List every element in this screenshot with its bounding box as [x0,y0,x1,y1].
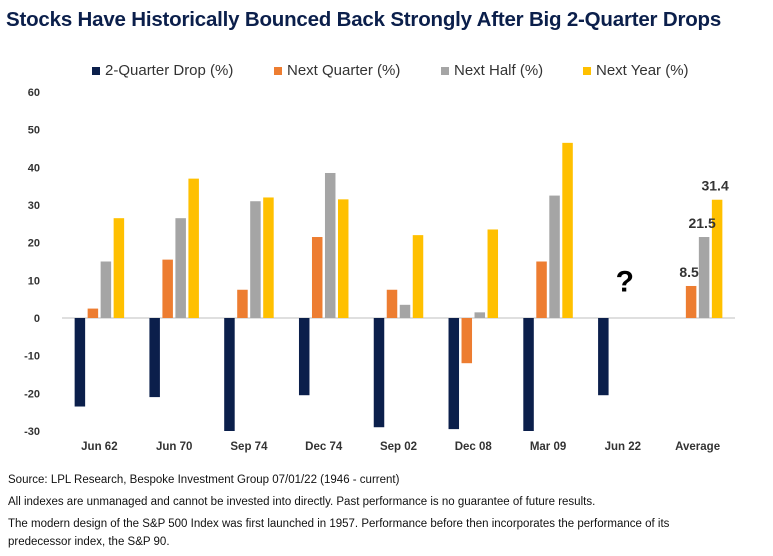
bar-next-quarter-jun-62 [87,308,99,318]
x-tick-label: Jun 22 [605,441,641,453]
y-tick-label: 10 [28,275,40,287]
legend-item-next-quarter: Next Quarter (%) [274,62,400,79]
bar-next-quarter-mar-09 [536,261,547,318]
chart-legend: 2-Quarter Drop (%) Next Quarter (%) Next… [0,62,773,84]
legend-swatch-next-quarter [274,66,282,75]
legend-label-next-year: Next Year (%) [596,62,689,79]
chart-title: Stocks Have Historically Bounced Back St… [6,8,722,31]
bar-next-half-dec-08 [474,312,486,318]
legend-swatch-next-year [583,66,591,75]
bar-next-half-mar-09 [549,195,560,318]
y-tick-label: 0 [34,313,40,325]
bar-2-quarter-drop-sep-02 [373,318,385,428]
x-tick-label: Dec 74 [305,441,343,453]
bar-next-half-sep-02 [399,304,411,318]
legend-label-next-half: Next Half (%) [454,62,544,79]
y-tick-label: 30 [28,200,40,212]
bar-2-quarter-drop-jun-62 [74,318,86,407]
bar-next-quarter-average [685,285,697,318]
legend-item-next-half: Next Half (%) [441,62,543,79]
bar-2-quarter-drop-dec-74 [298,318,310,396]
x-tick-label: Sep 02 [380,441,417,453]
bar-2-quarter-drop-sep-74 [224,318,235,431]
data-label: 8.5 [679,264,699,280]
bar-next-year-dec-08 [487,229,499,318]
bar-2-quarter-drop-jun-22 [598,318,609,396]
legend-label-2-quarter-drop: 2-Quarter Drop (%) [105,62,234,79]
bar-2-quarter-drop-jun-70 [149,318,160,398]
y-tick-label: 50 [28,125,40,137]
x-tick-label: Jun 62 [81,441,117,453]
bar-next-half-average [698,237,710,318]
bar-next-year-sep-02 [412,235,424,318]
data-label: 31.4 [701,178,728,194]
bar-next-half-jun-70 [175,218,186,318]
x-tick-label: Mar 09 [530,441,566,453]
bar-next-quarter-jun-70 [162,259,173,318]
bar-2-quarter-drop-dec-08 [448,318,460,430]
bar-2-quarter-drop-mar-09 [523,318,534,431]
y-tick-label: 40 [28,162,40,174]
bar-next-year-mar-09 [562,142,573,318]
bar-next-year-jun-70 [188,178,199,318]
legend-item-2-quarter-drop: 2-Quarter Drop (%) [92,62,233,79]
footnote-source: Source: LPL Research, Bespoke Investment… [8,474,400,486]
legend-swatch-2-quarter-drop [92,66,100,75]
footnote-disclaimer: All indexes are unmanaged and cannot be … [8,496,596,508]
bar-next-quarter-dec-08 [461,318,473,364]
data-label: 21.5 [688,215,715,231]
y-tick-label: -20 [24,388,40,400]
x-tick-label: Jun 70 [156,441,192,453]
bar-next-year-sep-74 [263,197,274,318]
bar-next-year-jun-62 [113,218,125,318]
bar-next-half-dec-74 [324,172,336,318]
legend-label-next-quarter: Next Quarter (%) [287,62,401,79]
bar-next-year-dec-74 [337,199,349,318]
bar-next-half-jun-62 [100,261,112,318]
y-tick-label: -30 [24,426,40,438]
y-tick-label: 60 [28,87,40,99]
legend-swatch-next-half [441,66,449,75]
x-tick-label: Dec 08 [455,441,493,453]
x-tick-label: Sep 74 [230,441,268,453]
annotation-question-mark: ? [616,266,634,299]
x-tick-label: Average [675,441,720,453]
y-tick-label: 20 [28,238,40,250]
bar-next-quarter-sep-02 [386,289,398,318]
bar-next-year-average [711,199,723,318]
footnote-sp500-note-2: predecessor index, the S&P 90. [8,536,170,548]
bar-next-quarter-sep-74 [237,289,248,318]
y-tick-label: -10 [24,351,40,363]
legend-item-next-year: Next Year (%) [583,62,689,79]
bar-next-half-sep-74 [250,201,261,318]
bar-next-quarter-dec-74 [311,237,323,318]
footnote-sp500-note-1: The modern design of the S&P 500 Index w… [8,518,670,530]
